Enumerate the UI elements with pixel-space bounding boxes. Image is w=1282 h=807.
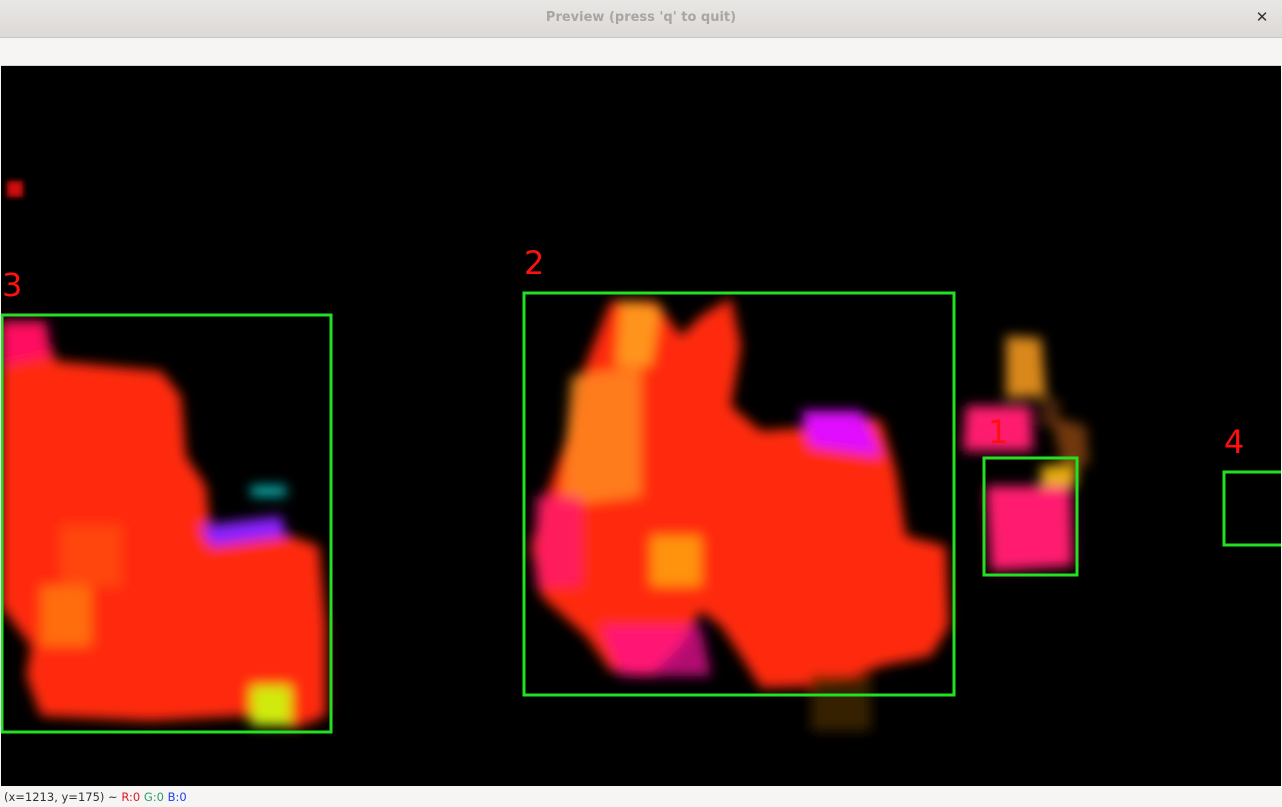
detection-boxes (1, 291, 1281, 734)
blob-1 (963, 336, 1089, 571)
detection-labels: 1 2 3 4 (2, 244, 1244, 461)
blob-2 (531, 298, 949, 731)
image-canvas[interactable]: 1 2 3 4 (1, 66, 1281, 786)
close-icon[interactable]: ✕ (1255, 8, 1269, 26)
detection-label-2: 2 (524, 244, 544, 282)
detection-box-1[interactable] (982, 456, 1079, 577)
blob-3 (1, 321, 326, 728)
detection-box-4[interactable] (1222, 470, 1281, 547)
title-bar[interactable]: Preview (press 'q' to quit) ✕ (0, 0, 1282, 38)
green-value: G:0 (143, 790, 164, 804)
artifact-blob (7, 181, 23, 197)
detection-box-2[interactable] (522, 291, 956, 697)
window-title: Preview (press 'q' to quit) (545, 10, 737, 25)
detection-label-4: 4 (1224, 423, 1244, 461)
flow-image: 1 2 3 4 (1, 181, 1281, 734)
red-value: R:0 (121, 790, 141, 804)
detection-label-3: 3 (2, 266, 22, 304)
cursor-coordinates: (x=1213, y=175) ~ (4, 790, 118, 804)
toolbar (1, 38, 1281, 66)
detection-box-3[interactable] (1, 313, 333, 734)
detection-label-1: 1 (988, 413, 1008, 451)
status-bar: (x=1213, y=175) ~ R:0 G:0 B:0 (0, 787, 1282, 807)
blue-value: B:0 (167, 790, 187, 804)
